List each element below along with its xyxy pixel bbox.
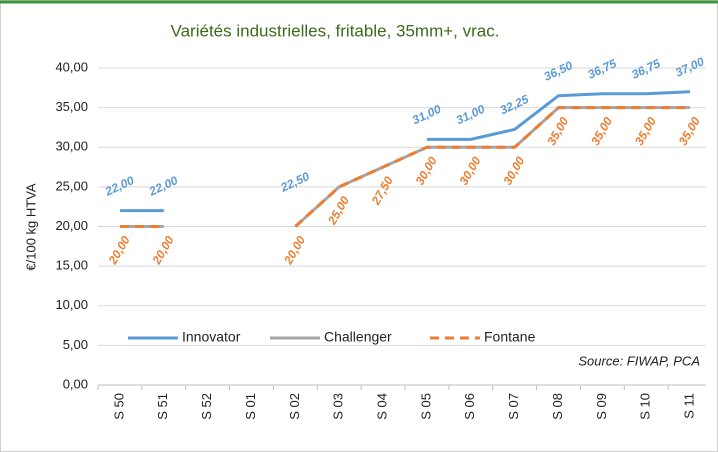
series-line	[294, 106, 691, 228]
y-tick-label: 30,00	[55, 139, 88, 154]
legend-label: Innovator	[182, 329, 241, 345]
annotation: Source: FIWAP, PCA	[578, 353, 700, 368]
x-tick-label: S 09	[594, 393, 609, 420]
y-axis-label: €/100 kg HTVA	[23, 183, 38, 271]
x-tick-label: S 08	[550, 393, 565, 420]
x-tick-label: S 51	[155, 393, 170, 420]
x-tick-label: S 03	[331, 393, 346, 420]
y-tick-label: 40,00	[55, 59, 88, 74]
x-tick-label: S 50	[111, 393, 126, 420]
x-tick-label: S 05	[418, 393, 433, 420]
x-tick-label: S 01	[243, 393, 258, 420]
series-line	[426, 90, 691, 141]
y-tick-label: 15,00	[55, 258, 88, 273]
x-tick-label: S 04	[375, 393, 390, 420]
x-tick-label: S 07	[506, 393, 521, 420]
y-tick-label: 0,00	[63, 376, 88, 391]
x-tick-label: S 06	[462, 393, 477, 420]
legend-label: Fontane	[484, 329, 536, 345]
x-tick-label: S 10	[638, 393, 653, 420]
y-tick-label: 20,00	[55, 218, 88, 233]
x-tick-label: S 11	[682, 393, 697, 419]
x-tick-label: S 02	[287, 393, 302, 420]
y-tick-label: 5,00	[63, 337, 88, 352]
y-tick-label: 10,00	[55, 297, 88, 312]
y-tick-label: 25,00	[55, 178, 88, 193]
chart-title: Variétés industrielles, fritable, 35mm+,…	[171, 21, 500, 40]
x-tick-label: S 52	[199, 393, 214, 420]
y-tick-label: 35,00	[55, 99, 88, 114]
legend-label: Challenger	[324, 329, 392, 345]
